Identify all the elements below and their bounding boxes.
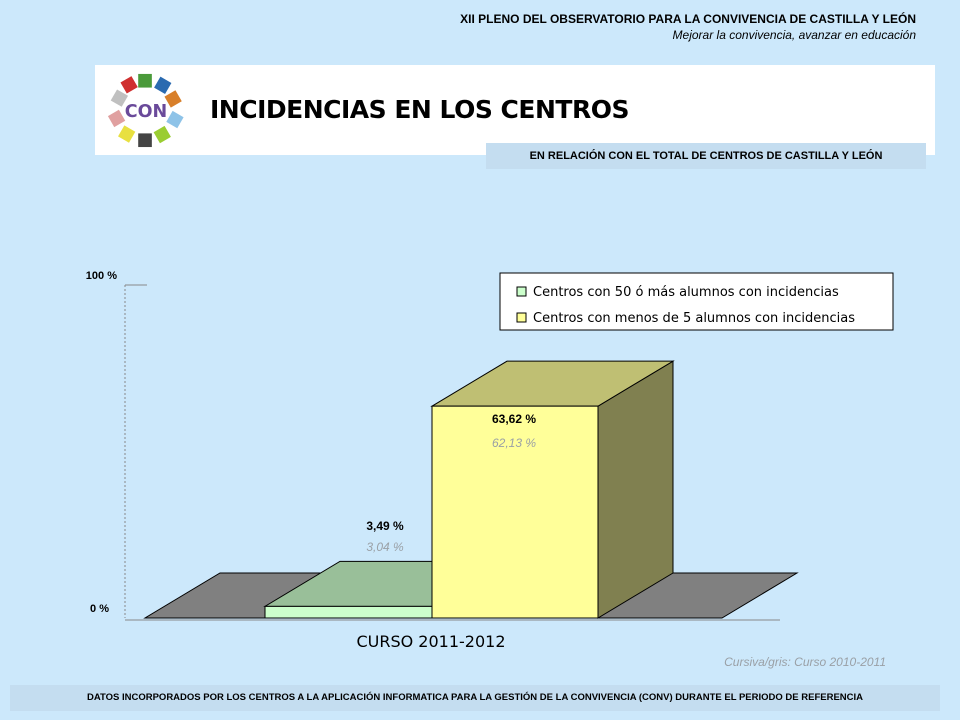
title-banner: CON INCIDENCIAS EN LOS CENTROS bbox=[95, 65, 935, 155]
data-label-series-1: 3,49 % bbox=[366, 519, 404, 533]
x-category-label: CURSO 2011-2012 bbox=[356, 632, 505, 651]
data-label-prev-series-2: 62,13 % bbox=[492, 436, 536, 450]
legend-swatch-series-2 bbox=[516, 312, 527, 323]
data-label-series-2: 63,62 % bbox=[492, 412, 536, 426]
legend-label-series-1: Centros con 50 ó más alumnos con inciden… bbox=[533, 285, 839, 300]
presentation-subtitle: Mejorar la convivencia, avanzar en educa… bbox=[672, 28, 916, 42]
footer-bar: DATOS INCORPORADOS POR LOS CENTROS A LA … bbox=[10, 685, 940, 711]
observatorio-logo: CON bbox=[107, 72, 184, 148]
legend-label-series-2: Centros con menos de 5 alumnos con incid… bbox=[533, 311, 855, 326]
presentation-title: XII PLENO DEL OBSERVATORIO PARA LA CONVI… bbox=[460, 12, 916, 26]
legend-swatch-series-1 bbox=[516, 286, 527, 297]
bar-series-1 bbox=[264, 605, 433, 619]
legend-box bbox=[499, 272, 894, 331]
footnote: Cursiva/gris: Curso 2010-2011 bbox=[724, 655, 886, 669]
logo-text: CON bbox=[125, 102, 167, 122]
bar-series-2 bbox=[431, 405, 599, 619]
page-title: INCIDENCIAS EN LOS CENTROS bbox=[210, 95, 629, 124]
data-label-prev-series-1: 3,04 % bbox=[366, 540, 404, 554]
chart-subtitle-box: EN RELACIÓN CON EL TOTAL DE CENTROS DE C… bbox=[486, 143, 926, 169]
y-tick-label-max: 100 % bbox=[86, 270, 117, 282]
y-tick-label-min: 0 % bbox=[90, 603, 109, 615]
presentation-header: XII PLENO DEL OBSERVATORIO PARA LA CONVI… bbox=[460, 12, 916, 42]
